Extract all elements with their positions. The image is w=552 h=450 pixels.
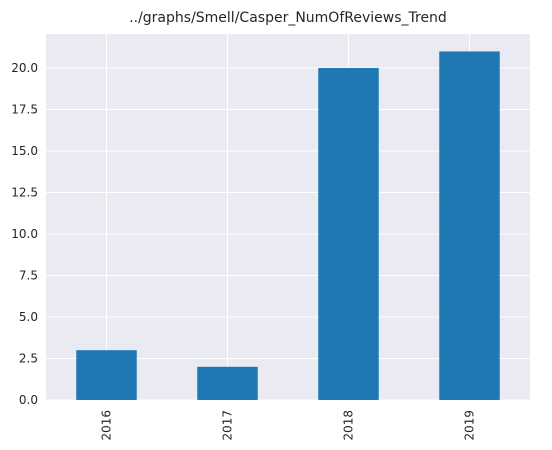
y-tick-label: 0.0 — [19, 393, 38, 407]
y-tick-label: 10.0 — [11, 227, 38, 241]
y-tick-label: 7.5 — [19, 269, 38, 283]
chart-title: ../graphs/Smell/Casper_NumOfReviews_Tren… — [129, 10, 447, 26]
y-tick-label: 15.0 — [11, 144, 38, 158]
x-tick-labels: 2016 2017 2018 2019 — [100, 410, 477, 441]
x-tick-label: 2018 — [342, 410, 356, 441]
y-tick-label: 2.5 — [19, 352, 38, 366]
x-tick-label: 2019 — [463, 410, 477, 441]
y-tick-label: 5.0 — [19, 310, 38, 324]
bars — [76, 51, 500, 401]
bar-2019 — [439, 51, 500, 401]
bar-2018 — [318, 68, 379, 400]
y-tick-label: 12.5 — [11, 186, 38, 200]
x-tick-label: 2016 — [100, 410, 114, 441]
y-tick-label: 20.0 — [11, 61, 38, 75]
grid-lines — [46, 34, 530, 401]
y-tick-labels: 0.0 2.5 5.0 7.5 10.0 12.5 15.0 17.5 20.0 — [11, 61, 38, 407]
x-tick-label: 2017 — [221, 410, 235, 441]
bar-2016 — [76, 350, 137, 400]
y-tick-label: 17.5 — [11, 103, 38, 117]
bar-2017 — [197, 366, 258, 400]
